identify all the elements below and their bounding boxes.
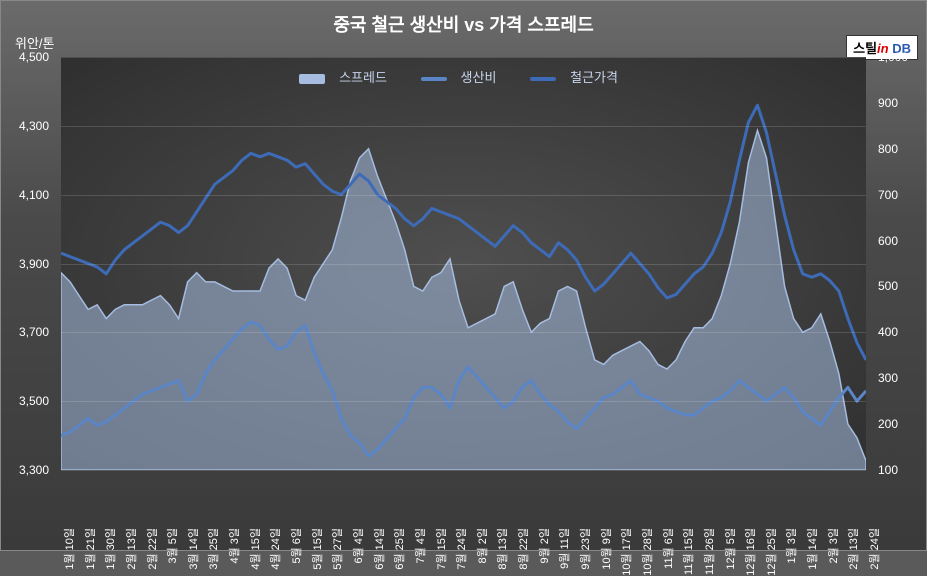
y-axis-left-ticks: 3,3003,5003,7003,9004,1004,3004,500 [1, 57, 57, 470]
legend-label-price: 철근가격 [570, 70, 618, 85]
y-left-tick: 3,500 [19, 394, 49, 408]
x-tick: 7월 4일 [412, 528, 428, 564]
x-tick: 10월 28일 [639, 528, 655, 576]
x-tick: 2월 13일 [845, 528, 861, 570]
x-tick: 12월 25일 [763, 528, 779, 576]
y-axis-right-ticks: 1002003004005006007008009001,000 [870, 57, 926, 470]
y-left-tick: 4,100 [19, 188, 49, 202]
x-tick: 1월 21일 [82, 528, 98, 570]
x-tick: 4월 24일 [267, 528, 283, 570]
legend-label-cost: 생산비 [461, 70, 497, 85]
x-tick: 9월 2일 [536, 528, 552, 564]
x-tick: 8월 22일 [515, 528, 531, 570]
gridline [61, 401, 866, 402]
gridline [61, 470, 866, 471]
y-left-tick: 3,900 [19, 257, 49, 271]
x-tick: 2월 24일 [866, 528, 882, 570]
chart-container: 중국 철근 생산비 vs 가격 스프레드 위안/톤 스틸in DB 3,3003… [0, 0, 927, 551]
x-tick: 2월 22일 [144, 528, 160, 570]
x-tick: 4월 3일 [226, 528, 242, 564]
x-axis-ticks: 1월 10일1월 21일1월 30일2월 13일2월 22일3월 5일3월 14… [61, 474, 866, 550]
legend: 스프레드 생산비 철근가격 [1, 67, 926, 86]
y-right-tick: 400 [878, 325, 898, 339]
x-tick: 12월 5일 [722, 528, 738, 570]
x-tick: 5월 27일 [329, 528, 345, 570]
x-tick: 12월 16일 [742, 528, 758, 576]
y-right-tick: 200 [878, 417, 898, 431]
y-right-tick: 100 [878, 463, 898, 477]
x-tick: 8월 13일 [494, 528, 510, 570]
gridline [61, 57, 866, 58]
x-tick: 11월 15일 [680, 528, 696, 575]
x-tick: 1월 30일 [102, 528, 118, 570]
x-tick: 7월 15일 [433, 528, 449, 570]
y-right-tick: 800 [878, 142, 898, 156]
y-right-tick: 600 [878, 234, 898, 248]
legend-swatch-cost [421, 77, 447, 81]
legend-item-spread: 스프레드 [299, 70, 400, 85]
x-tick: 10월 17일 [618, 528, 634, 576]
x-tick: 1월 10일 [61, 528, 77, 570]
x-tick: 4월 15일 [247, 528, 263, 570]
x-tick: 2월 13일 [123, 528, 139, 570]
y-right-tick: 900 [878, 96, 898, 110]
gridline [61, 195, 866, 196]
plot-area [61, 57, 866, 470]
x-tick: 11월 26일 [701, 528, 717, 575]
y-right-tick: 500 [878, 279, 898, 293]
x-tick: 11월 6일 [660, 528, 676, 569]
y-left-tick: 3,300 [19, 463, 49, 477]
x-tick: 6월 25일 [391, 528, 407, 570]
series-spread-area [61, 130, 866, 470]
x-tick: 9월 23일 [577, 528, 593, 570]
y-left-tick: 3,700 [19, 325, 49, 339]
x-tick: 8월 2일 [474, 528, 490, 564]
y-right-tick: 300 [878, 371, 898, 385]
x-tick: 3월 25일 [205, 528, 221, 570]
x-tick: 2월 3일 [825, 528, 841, 564]
gridline [61, 332, 866, 333]
legend-label-spread: 스프레드 [339, 70, 387, 85]
x-tick: 6월 14일 [371, 528, 387, 570]
y-left-tick: 4,300 [19, 119, 49, 133]
legend-item-price: 철근가격 [530, 70, 628, 85]
x-tick: 5월 15일 [309, 528, 325, 570]
x-tick: 10월 9일 [598, 528, 614, 570]
x-tick: 7월 24일 [453, 528, 469, 570]
x-tick: 9월 11일 [556, 528, 572, 569]
y-right-tick: 700 [878, 188, 898, 202]
x-tick: 1월 14일 [804, 528, 820, 570]
x-tick: 1월 3일 [783, 528, 799, 564]
logo-part-a: 스틸 [853, 41, 877, 56]
x-tick: 3월 14일 [185, 528, 201, 570]
gridline [61, 126, 866, 127]
legend-swatch-spread [299, 74, 325, 84]
y-left-tick: 4,500 [19, 50, 49, 64]
x-tick: 6월 4일 [350, 528, 366, 564]
x-tick: 3월 5일 [164, 528, 180, 564]
x-tick: 5월 6일 [288, 528, 304, 564]
chart-title: 중국 철근 생산비 vs 가격 스프레드 [1, 11, 926, 37]
legend-swatch-price [530, 77, 556, 81]
legend-item-cost: 생산비 [421, 70, 511, 85]
y-right-tick: 1,000 [878, 50, 908, 64]
gridline [61, 264, 866, 265]
